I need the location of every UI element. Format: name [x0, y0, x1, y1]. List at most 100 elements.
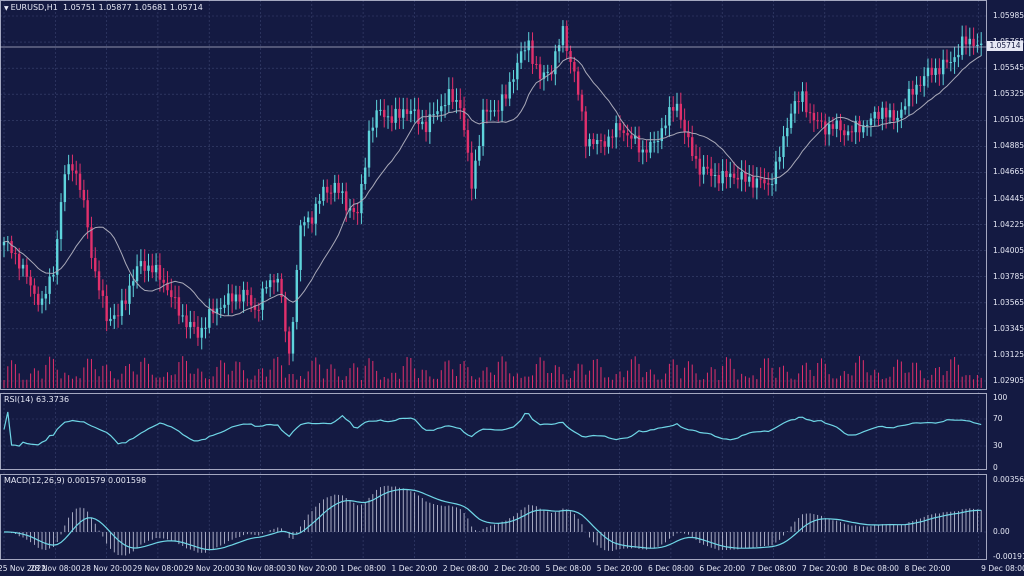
candle-body: [394, 108, 397, 123]
candle-body: [557, 45, 561, 52]
candle-body: [325, 186, 329, 193]
candle-body: [782, 136, 785, 158]
y-tick-label: 1.03125: [993, 349, 1024, 359]
candle-body: [417, 109, 420, 125]
candle-body: [154, 265, 158, 273]
candle-body: [109, 318, 112, 322]
triangle-down-icon[interactable]: ▼: [4, 5, 9, 12]
candle-body: [660, 128, 664, 142]
candle-body: [432, 114, 435, 116]
macd-pane: [4, 485, 982, 556]
y-tick-label: 1.04005: [993, 245, 1024, 255]
candle-body: [687, 132, 690, 138]
candle-body: [652, 141, 656, 143]
candle-body: [922, 76, 926, 86]
x-tick-label: 7 Dec 20:00: [801, 564, 848, 573]
candle-body: [25, 264, 29, 277]
candle-body: [512, 79, 515, 82]
candle-body: [485, 109, 489, 112]
candle-body: [778, 157, 781, 162]
candle-body: [691, 137, 694, 157]
candle-body: [443, 104, 447, 107]
candle-body: [736, 177, 740, 180]
candle-body: [504, 94, 508, 99]
candle-body: [113, 315, 116, 319]
x-tick-label: 7 Dec 08:00: [750, 564, 797, 573]
moving-average-line: [3, 55, 982, 317]
candle-body: [888, 110, 892, 118]
candle-body: [447, 89, 451, 105]
pane-border: [0, 474, 987, 560]
candle-body: [892, 110, 895, 121]
candle-body: [953, 57, 956, 63]
y-tick-label: 1.04665: [993, 167, 1024, 177]
main-pane-title: ▼ EURUSD,H1 1.05751 1.05877 1.05681 1.057…: [4, 3, 203, 12]
candle-body: [466, 130, 470, 153]
candle-body: [641, 149, 644, 153]
candle-body: [964, 36, 968, 45]
candle-body: [192, 321, 196, 327]
candle-body: [291, 321, 295, 354]
candle-body: [675, 103, 679, 111]
x-tick-label: 2 Dec 20:00: [494, 564, 540, 573]
candle-body: [390, 116, 394, 123]
y-tick-label: 70: [993, 414, 1003, 423]
candle-body: [633, 135, 637, 139]
candle-body: [40, 298, 44, 305]
candle-body: [945, 59, 949, 63]
candle-body: [158, 265, 162, 280]
candle-body: [421, 121, 424, 125]
candle-body: [246, 289, 249, 296]
candle-body: [672, 107, 675, 111]
x-tick-label: 1 Dec 20:00: [391, 564, 438, 573]
y-tick-label: 1.05105: [993, 115, 1024, 125]
candle-body: [75, 170, 78, 174]
candle-body: [306, 217, 310, 223]
candle-body: [774, 161, 778, 185]
candle-body: [124, 300, 127, 304]
x-tick-label: 28 Nov 20:00: [81, 564, 132, 573]
candle-body: [352, 208, 356, 212]
candle-body: [238, 294, 241, 302]
candle-body: [364, 167, 367, 184]
candle-body: [808, 112, 812, 114]
candle-body: [770, 184, 774, 186]
candle-body: [162, 279, 165, 283]
candle-body: [173, 297, 177, 299]
candle-body: [59, 202, 63, 240]
candle-body: [767, 183, 770, 185]
candle-body: [147, 265, 150, 271]
candle-body: [702, 166, 705, 175]
candle-body: [356, 211, 359, 214]
candle-body: [196, 326, 200, 338]
candle-body: [474, 160, 477, 189]
candle-body: [683, 119, 686, 133]
x-tick-label: 5 Dec 08:00: [545, 564, 592, 573]
x-tick-label: 5 Dec 20:00: [596, 564, 643, 573]
candle-body: [132, 281, 135, 286]
y-tick-label: 100: [993, 393, 1008, 402]
candle-body: [383, 109, 386, 118]
candle-body: [337, 182, 340, 193]
candle-body: [78, 173, 82, 190]
x-tick-label: 30 Nov 20:00: [286, 564, 338, 573]
candle-body: [751, 176, 755, 188]
candle-body: [713, 174, 717, 176]
candle-body: [143, 261, 146, 271]
candle-body: [249, 295, 253, 306]
x-tick-label: 29 Nov 08:00: [132, 564, 184, 573]
candle-body: [101, 290, 105, 296]
x-tick-label: 2 Dec 08:00: [442, 564, 489, 573]
last-price-tag: 1.05714: [987, 41, 1023, 51]
candle-body: [949, 62, 952, 64]
candle-body: [607, 136, 610, 147]
candle-body: [744, 171, 747, 182]
candle-body: [398, 108, 401, 118]
macd-pane-title: MACD(12,26,9) 0.001579 0.001598: [4, 476, 147, 485]
candle-body: [740, 171, 743, 180]
candle-body: [348, 208, 352, 211]
candle-body: [862, 125, 865, 133]
candle-body: [402, 109, 405, 118]
candle-body: [367, 130, 371, 168]
candle-body: [900, 109, 903, 118]
